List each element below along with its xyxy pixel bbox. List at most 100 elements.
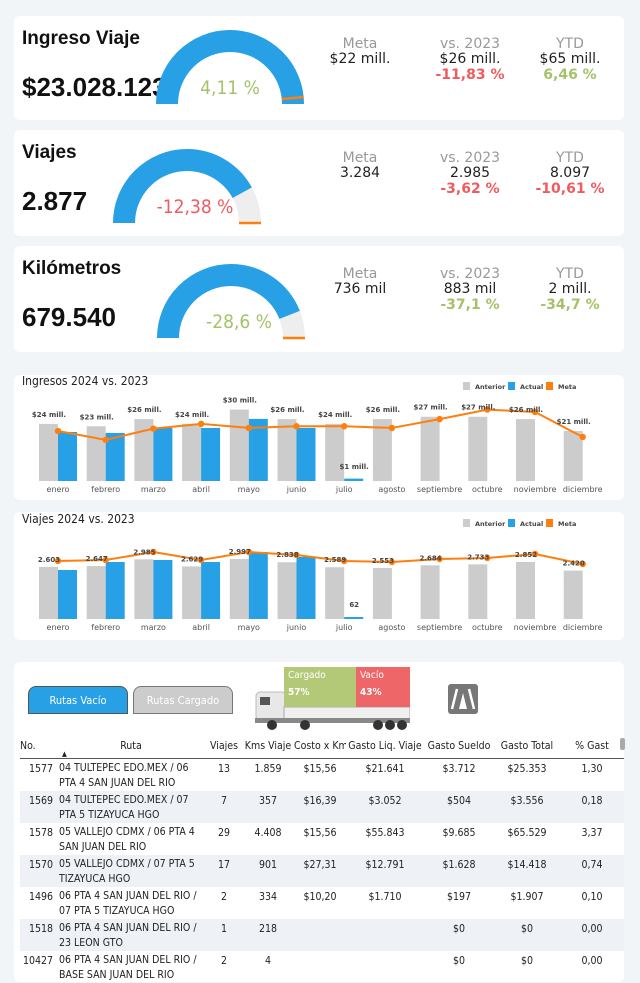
x-tick-label: agosto <box>378 485 405 494</box>
chart-title: Ingresos 2024 vs. 2023 <box>22 374 149 388</box>
table-cell: $10,20 <box>303 890 337 903</box>
bar-anterior <box>229 559 249 619</box>
table-cell: 0,18 <box>560 790 624 823</box>
vs-value: 883 mil <box>443 281 497 297</box>
column-header[interactable]: Gasto Liq. Viaje <box>346 734 424 759</box>
bar-anterior <box>420 565 440 619</box>
meta-point <box>197 556 205 564</box>
table-row[interactable]: 1496 06 PTA 4 SAN JUAN DEL RIO / 07 PTA 5… <box>20 887 624 919</box>
column-header[interactable]: No. <box>20 734 56 759</box>
meta-point <box>531 550 539 558</box>
data-label: 2.553 <box>372 557 394 565</box>
kpi-card-2: Kilómetros 679.540 Meta 736 mil vs. 2023 8… <box>14 246 624 352</box>
gauge-fill <box>156 30 304 105</box>
table-cell: $55.843 <box>365 826 405 839</box>
table-row[interactable]: 1578 05 VALLEJO CDMX / 06 PTA 4 SAN JUAN … <box>20 823 624 855</box>
ingresos-chart: enero febrero marzo abril mayo junio julio agos… <box>32 382 603 494</box>
meta-label: Meta <box>342 266 378 282</box>
column-header[interactable]: Kms Viaje <box>242 734 294 759</box>
cargado-pct: 57% <box>288 687 310 698</box>
meta-point <box>436 415 443 423</box>
column-header[interactable]: Gasto Total <box>494 734 560 759</box>
meta-stat: Meta $22 mill. <box>310 36 410 67</box>
table-cell: 05 VALLEJO CDMX / 07 PTA 5 TIZAYUCA HGO <box>56 854 206 887</box>
table-row[interactable]: 1518 06 PTA 4 SAN JUAN DEL RIO / 23 LEON … <box>20 918 624 951</box>
table-cell: 06 PTA 4 SAN JUAN DEL RIO / 23 LEON GTO <box>56 918 206 951</box>
bar-anterior <box>516 561 535 619</box>
meta-point <box>150 425 157 432</box>
ytd-value: 8.097 <box>549 165 591 181</box>
ytd-value: 2 mill. <box>548 281 592 297</box>
data-label: 2.647 <box>86 555 108 563</box>
ytd-label: YTD <box>556 150 584 166</box>
table-cell: 04 TULTEPEC EDO.MEX / 07 PTA 5 TIZAYUCA … <box>56 790 206 823</box>
table-cell: $14.418 <box>494 854 560 887</box>
column-header[interactable]: Ruta ▲ <box>56 734 206 759</box>
bar-anterior <box>420 416 440 481</box>
table-row[interactable]: 1577 04 TULTEPEC EDO.MEX / 06 PTA 4 SAN J… <box>20 758 624 791</box>
vs-value: $26 mill. <box>439 51 501 67</box>
column-header[interactable]: Viajes <box>206 734 242 759</box>
meta-point <box>484 406 491 413</box>
meta-label: Meta <box>342 150 378 166</box>
data-label: 2.629 <box>181 555 203 563</box>
meta-value: 736 mil <box>333 281 387 297</box>
column-header-label: Costo x Km <box>294 739 346 752</box>
meta-point <box>293 423 300 430</box>
road-icon[interactable] <box>448 684 478 714</box>
table-row[interactable]: 1569 04 TULTEPEC EDO.MEX / 07 PTA 5 TIZAY… <box>20 790 624 823</box>
x-tick-label: febrero <box>91 485 120 494</box>
bar-anterior <box>563 431 583 481</box>
kpi-card-0: Ingreso Viaje $23.028.123 Meta $22 mill. … <box>14 16 624 120</box>
meta-point <box>388 424 396 432</box>
data-label: 2.603 <box>38 556 60 564</box>
meta-line <box>57 408 584 441</box>
column-header[interactable]: Costo x Km <box>294 734 346 759</box>
table-cell: 29 <box>217 826 231 839</box>
cargado-label: Cargado <box>288 670 326 681</box>
data-label: 2.420 <box>563 560 585 568</box>
legend-swatch <box>508 382 515 390</box>
x-tick-label: septiembre <box>417 485 462 494</box>
bar-anterior <box>372 419 392 481</box>
bar-actual <box>201 562 221 619</box>
table-row[interactable]: 10427 06 PTA 4 SAN JUAN DEL RIO / BASE SA… <box>20 951 624 983</box>
bar-anterior <box>516 419 535 481</box>
vs-value: 2.985 <box>449 165 491 181</box>
table-cell: 06 PTA 4 SAN JUAN DEL RIO / 07 PTA 5 TIZ… <box>59 889 197 917</box>
column-header-label: Gasto Total <box>500 739 554 752</box>
meta-point <box>579 560 586 568</box>
column-header[interactable]: % Gast <box>560 734 624 759</box>
legend-label: Meta <box>558 383 576 391</box>
ytd-stat: YTD $65 mill. 6,46 % <box>520 36 620 83</box>
table-row[interactable]: 1570 05 VALLEJO CDMX / 07 PTA 5 TIZAYUCA … <box>20 854 624 887</box>
ytd-value: $65 mill. <box>539 51 601 67</box>
meta-point <box>197 420 205 428</box>
meta-label: Meta <box>342 36 378 52</box>
sort-ascending-icon[interactable]: ▲ <box>62 750 67 758</box>
table-cell: 05 VALLEJO CDMX / 06 PTA 4 SAN JUAN DEL … <box>59 825 195 853</box>
meta-point <box>436 555 443 563</box>
table-cell: $27,31 <box>294 854 346 887</box>
bar-actual <box>248 552 268 619</box>
bar-actual <box>153 427 173 481</box>
table-cell: 1.859 <box>254 762 282 775</box>
column-header[interactable]: Gasto Sueldo <box>424 734 494 759</box>
kpi-value: 679.540 <box>22 302 116 332</box>
bar-anterior <box>229 409 249 481</box>
ytd-pct: -34,7 % <box>540 297 600 313</box>
table-cell: 10427 <box>22 954 53 967</box>
tab-rutas-vacio[interactable]: Rutas Vacío <box>28 686 128 714</box>
data-label: $26 mill. <box>270 406 304 414</box>
table-scrollbar[interactable] <box>620 738 625 750</box>
x-tick-label: marzo <box>141 485 166 494</box>
table-cell: 0,74 <box>560 854 624 887</box>
kpi-title: Kilómetros <box>22 258 122 279</box>
tab-rutas-cargado[interactable]: Rutas Cargado <box>133 686 233 714</box>
table-cell: $65.529 <box>507 826 547 839</box>
gauge-fill <box>113 149 261 224</box>
bar-anterior <box>134 419 154 481</box>
x-tick-label: octubre <box>472 485 503 494</box>
table-cell: $3.052 <box>346 790 424 823</box>
